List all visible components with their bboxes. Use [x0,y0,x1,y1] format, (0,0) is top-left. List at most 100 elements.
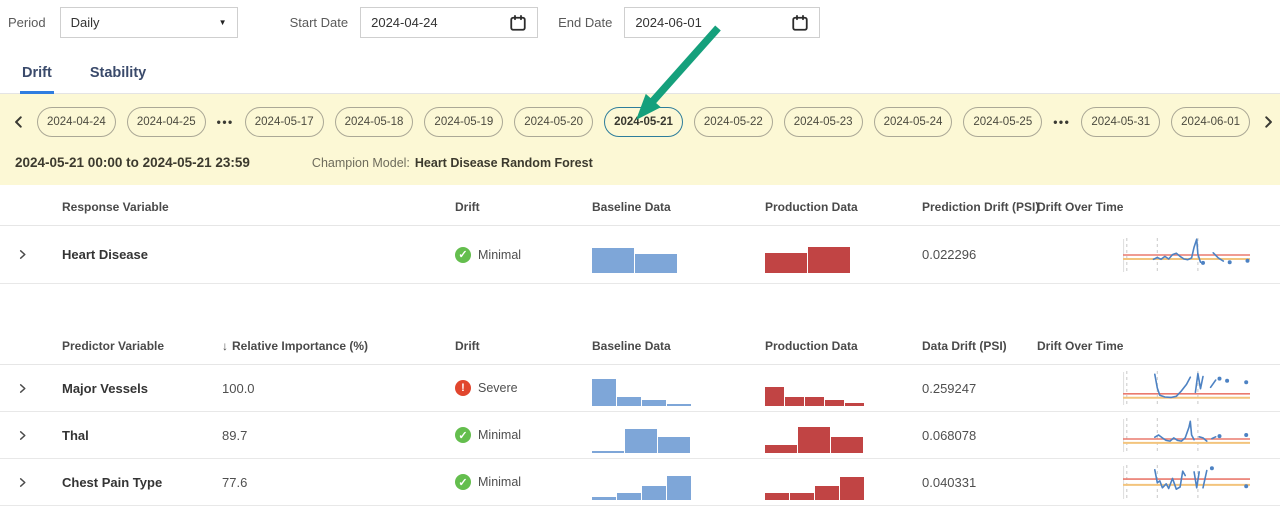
drift-over-time-sparkline [1123,371,1250,405]
baseline-histogram-bar [617,397,641,406]
calendar-icon[interactable] [791,14,809,32]
baseline-histogram-bar [617,493,641,500]
date-pill-2024-05-22[interactable]: 2024-05-22 [693,107,773,137]
production-histogram-bar [765,445,797,453]
column-header-relative-importance[interactable]: ↓ Relative Importance (%) [204,339,437,353]
tab-stability[interactable]: Stability [89,65,147,81]
drift-status: ✓ Minimal [437,474,574,490]
baseline-histogram-bar [642,400,666,406]
date-selection-band: 2024-04-24 2024-04-25 ••• 2024-05-17 2024-05… [0,94,1280,185]
tab-drift[interactable]: Drift [20,56,54,94]
predictor-variable-table: Predictor Variable ↓ Relative Importance (… [0,328,1280,506]
date-pill-list: 2024-04-24 2024-04-25 ••• 2024-05-17 2024-05… [37,107,1250,137]
production-histogram [765,417,904,453]
date-pill-2024-05-17[interactable]: 2024-05-17 [244,107,324,137]
table-header-row: Response Variable Drift Baseline Data Produ… [0,189,1280,226]
date-pill-2024-05-25[interactable]: 2024-05-25 [963,107,1043,137]
variable-name: Chest Pain Type [62,474,163,490]
filter-bar: Period Daily ▼ Start Date 2024-04-24 End… [0,0,1280,40]
column-header-data-drift-psi: Data Drift (PSI) [922,339,1007,353]
strip-scroll-right-icon[interactable] [1261,115,1275,129]
strip-scroll-left-icon[interactable] [12,115,26,129]
column-header-label: Relative Importance (%) [232,339,369,353]
end-date-label: End Date [558,15,613,30]
production-histogram-bar [845,403,864,406]
table-row-thal: Thal 89.7 ✓ Minimal 0.068078 [0,412,1280,459]
expand-row-chevron-icon[interactable] [0,477,44,488]
drift-status: ! Severe [437,380,574,396]
baseline-histogram-bar [625,429,657,453]
date-pill-2024-05-21[interactable]: 2024-05-21 [604,107,683,137]
end-date-input[interactable]: 2024-06-01 [624,7,821,38]
selected-date-range: 2024-05-21 00:00 to 2024-05-21 23:59 [15,155,250,170]
baseline-histogram-bar [642,486,666,500]
column-header-production-data: Production Data [765,200,858,214]
variable-name: Major Vessels [62,380,148,396]
baseline-histogram-bar [592,247,634,273]
baseline-histogram [592,417,747,453]
sort-descending-icon: ↓ [222,339,228,353]
date-pill-2024-04-25[interactable]: 2024-04-25 [126,107,206,137]
minimal-drift-icon: ✓ [455,427,471,443]
expand-row-chevron-icon[interactable] [0,249,44,260]
date-pill-2024-06-01[interactable]: 2024-06-01 [1171,107,1250,137]
start-date-value: 2024-04-24 [371,15,438,30]
date-pill-2024-04-24[interactable]: 2024-04-24 [37,107,116,137]
column-header-response-variable: Response Variable [62,200,169,214]
psi-value: 0.040331 [922,474,977,490]
table-row-heart-disease: Heart Disease ✓ Minimal 0.022296 [0,226,1280,284]
production-histogram-bar [808,246,850,273]
date-pill-2024-05-20[interactable]: 2024-05-20 [514,107,594,137]
production-histogram [765,370,904,406]
production-histogram-bar [840,477,864,500]
tab-bar: Drift Stability [0,56,1280,94]
production-histogram-bar [831,437,863,453]
drift-over-time-cell [1019,370,1280,406]
response-variable-table: Response Variable Drift Baseline Data Produ… [0,189,1280,284]
table-row-major-vessels: Major Vessels 100.0! Severe 0.259247 [0,365,1280,412]
production-data-cell [747,417,904,453]
baseline-histogram [592,464,747,500]
start-date-input[interactable]: 2024-04-24 [360,7,539,38]
table-header-row: Predictor Variable ↓ Relative Importance (… [0,328,1280,365]
production-histogram [765,464,904,500]
calendar-icon[interactable] [509,14,527,32]
severe-drift-icon: ! [455,380,471,396]
date-pill-2024-05-24[interactable]: 2024-05-24 [873,107,953,137]
drift-status-label: Minimal [478,247,522,262]
champion-model-name: Heart Disease Random Forest [414,156,593,170]
baseline-histogram-bar [592,497,616,500]
expand-row-chevron-icon[interactable] [0,430,44,441]
column-header-predictor-variable: Predictor Variable [62,339,165,353]
date-pill-2024-05-31[interactable]: 2024-05-31 [1081,107,1161,137]
expand-row-chevron-icon[interactable] [0,383,44,394]
column-header-drift-over-time: Drift Over Time [1037,339,1124,353]
baseline-data-cell [574,417,747,453]
column-header-prediction-drift-psi: Prediction Drift (PSI) [922,200,1040,214]
baseline-histogram-bar [592,451,624,453]
drift-over-time-sparkline [1123,465,1250,499]
column-header-baseline-data: Baseline Data [592,200,671,214]
table-row-chest-pain-type: Chest Pain Type 77.6 ✓ Minimal 0.040331 [0,459,1280,506]
psi-value: 0.259247 [922,380,977,396]
baseline-data-cell [574,464,747,500]
period-select[interactable]: Daily ▼ [59,7,238,38]
drift-over-time-sparkline [1123,237,1250,272]
drift-over-time-sparkline [1123,418,1250,452]
drift-status: ✓ Minimal [437,427,574,443]
date-pill-2024-05-19[interactable]: 2024-05-19 [424,107,504,137]
relative-importance-value: 77.6 [222,474,248,490]
psi-value: 0.068078 [922,427,977,443]
production-data-cell [747,237,904,273]
baseline-data-cell [574,370,747,406]
date-pill-2024-05-18[interactable]: 2024-05-18 [334,107,414,137]
baseline-histogram-bar [658,437,690,453]
date-pill-2024-05-23[interactable]: 2024-05-23 [783,107,863,137]
production-histogram-bar [790,493,814,500]
relative-importance-value: 100.0 [222,380,255,396]
drift-status-label: Severe [478,381,518,395]
production-histogram-bar [825,400,844,406]
column-header-drift-over-time: Drift Over Time [1037,200,1124,214]
minimal-drift-icon: ✓ [455,246,471,263]
production-histogram-bar [765,493,789,500]
